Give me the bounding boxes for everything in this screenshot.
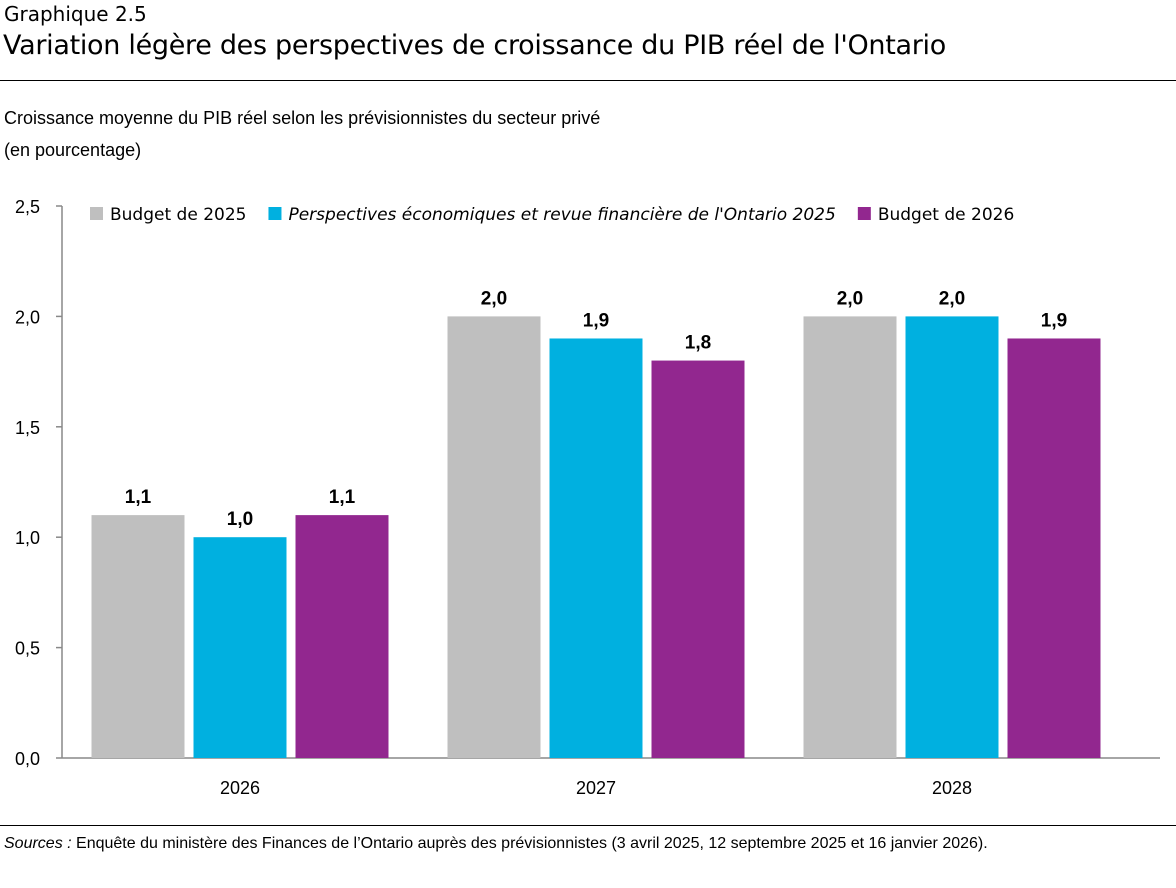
- legend-swatch: [90, 207, 103, 220]
- x-tick-label: 2026: [220, 778, 260, 798]
- bar: [193, 537, 287, 758]
- data-label: 2,0: [939, 288, 965, 309]
- data-label: 2,0: [837, 288, 863, 309]
- legend-swatch: [268, 207, 282, 220]
- chart-title: Variation légère des perspectives de cro…: [3, 30, 946, 61]
- data-label: 1,1: [125, 487, 152, 508]
- legend-swatch: [857, 207, 871, 220]
- bar: [447, 316, 541, 758]
- bar: [1007, 338, 1101, 758]
- bar: [91, 515, 185, 758]
- x-tick-label: 2028: [932, 778, 972, 798]
- y-tick-label: 0,5: [15, 639, 40, 659]
- data-label: 1,9: [583, 310, 609, 331]
- title-divider: [0, 80, 1176, 81]
- x-tick-label: 2027: [576, 778, 616, 798]
- y-tick-label: 1,0: [15, 528, 40, 548]
- bar: [295, 515, 389, 758]
- footer-divider: [0, 825, 1176, 826]
- y-tick-label: 2,0: [15, 307, 40, 327]
- bar: [549, 338, 643, 758]
- sources-text: Enquête du ministère des Finances de l’O…: [71, 835, 988, 852]
- bar: [803, 316, 897, 758]
- sources-label: Sources :: [4, 835, 72, 852]
- y-axis-unit: (en pourcentage): [4, 140, 142, 160]
- chart-subtitle: Croissance moyenne du PIB réel selon les…: [4, 108, 601, 128]
- y-tick-label: 0,0: [15, 749, 40, 769]
- bar: [651, 360, 745, 758]
- sources-note: Sources : Enquête du ministère des Finan…: [4, 835, 988, 853]
- legend-label: Perspectives économiques et revue financ…: [288, 205, 835, 225]
- legend-label: Budget de 2025: [110, 205, 246, 225]
- data-label: 2,0: [481, 288, 507, 309]
- data-label: 1,0: [227, 509, 253, 530]
- chart-eyebrow: Graphique 2.5: [4, 2, 147, 26]
- data-label: 1,9: [1041, 310, 1067, 331]
- bar-chart: 0,0 0,5 1,0 1,5 2,0 2,5 2026 1,1 1,0 1,1 2027 2,0 1,…: [15, 197, 1160, 798]
- legend-label: Budget de 2026: [878, 205, 1014, 225]
- y-tick-label: 2,5: [15, 197, 40, 217]
- y-tick-label: 1,5: [15, 418, 40, 438]
- data-label: 1,1: [329, 487, 356, 508]
- data-label: 1,8: [685, 333, 711, 354]
- bar: [905, 316, 999, 758]
